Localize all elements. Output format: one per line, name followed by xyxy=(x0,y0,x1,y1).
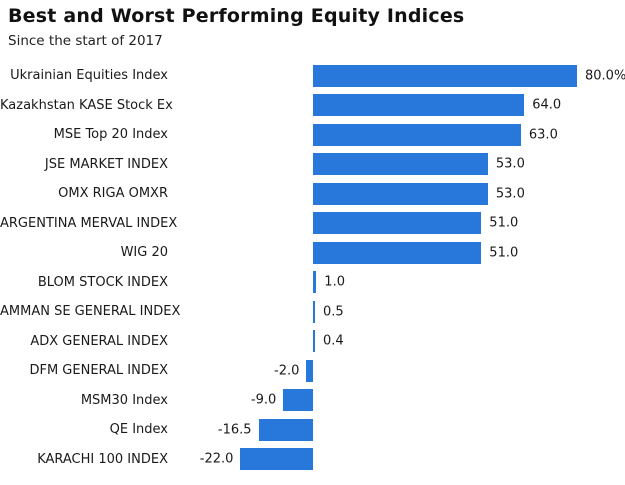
category-label: QE Index xyxy=(109,422,168,438)
category-label: KARACHI 100 INDEX xyxy=(37,451,168,467)
bar xyxy=(240,448,313,471)
plot-cell: 53.0 xyxy=(176,179,625,209)
category-label: BLOM STOCK INDEX xyxy=(37,274,168,290)
value-label: 51.0 xyxy=(489,245,519,261)
chart-row: MSM30 Index -9.0 xyxy=(0,386,625,416)
value-label: 0.4 xyxy=(323,333,344,349)
category-label: ARGENTINA MERVAL INDEX xyxy=(0,215,178,231)
chart-row: AMMAN SE GENERAL INDEX 0.5 xyxy=(0,297,625,327)
value-label: 63.0 xyxy=(528,127,558,143)
value-label: -22.0 xyxy=(199,451,234,467)
bar xyxy=(313,64,577,87)
value-label: 80.0% xyxy=(585,68,625,84)
chart-row: BLOM STOCK INDEX 1.0 xyxy=(0,268,625,298)
chart-row: Ukrainian Equities Index 80.0% xyxy=(0,61,625,91)
bar xyxy=(313,300,315,323)
plot-cell: 64.0 xyxy=(176,91,625,121)
chart-title: Best and Worst Performing Equity Indices xyxy=(8,5,465,27)
value-label: 64.0 xyxy=(532,97,562,113)
category-label: OMX RIGA OMXR xyxy=(58,186,168,202)
plot-cell: -22.0 xyxy=(176,445,625,475)
category-label: AMMAN SE GENERAL INDEX xyxy=(0,304,181,320)
bar xyxy=(306,359,313,382)
category-label: MSE Top 20 Index xyxy=(53,127,168,143)
plot-cell: -2.0 xyxy=(176,356,625,386)
plot-cell: 51.0 xyxy=(176,209,625,239)
bar xyxy=(313,330,315,353)
chart-subtitle: Since the start of 2017 xyxy=(8,32,163,49)
plot-cell: 1.0 xyxy=(176,268,625,298)
chart-row: ADX GENERAL INDEX 0.4 xyxy=(0,327,625,357)
category-label: WIG 20 xyxy=(120,245,168,261)
value-label: 53.0 xyxy=(495,156,525,172)
bar xyxy=(313,153,488,176)
plot-cell: 51.0 xyxy=(176,238,625,268)
chart-row: OMX RIGA OMXR 53.0 xyxy=(0,179,625,209)
category-label: Ukrainian Equities Index xyxy=(10,68,168,84)
bar xyxy=(313,123,521,146)
category-label: Kazakhstan KASE Stock Ex xyxy=(0,97,173,113)
chart-row: MSE Top 20 Index 63.0 xyxy=(0,120,625,150)
bar xyxy=(313,271,317,294)
category-label: MSM30 Index xyxy=(80,392,168,408)
plot-cell: 0.4 xyxy=(176,327,625,357)
chart-row: KARACHI 100 INDEX -22.0 xyxy=(0,445,625,475)
plot-cell: 80.0% xyxy=(176,61,625,91)
value-label: 53.0 xyxy=(495,186,525,202)
value-label: -2.0 xyxy=(274,363,300,379)
plot-cell: -9.0 xyxy=(176,386,625,416)
bar-chart: Ukrainian Equities Index 80.0% Kazakhsta… xyxy=(0,61,625,474)
category-label: ADX GENERAL INDEX xyxy=(30,333,168,349)
plot-cell: -16.5 xyxy=(176,415,625,445)
plot-cell: 0.5 xyxy=(176,297,625,327)
value-label: 1.0 xyxy=(324,274,345,290)
bar xyxy=(283,389,313,412)
bar xyxy=(258,418,313,441)
category-label: JSE MARKET INDEX xyxy=(44,156,168,172)
chart-row: WIG 20 51.0 xyxy=(0,238,625,268)
plot-cell: 53.0 xyxy=(176,150,625,180)
plot-cell: 63.0 xyxy=(176,120,625,150)
chart-row: DFM GENERAL INDEX -2.0 xyxy=(0,356,625,386)
bar xyxy=(313,241,482,264)
value-label: 51.0 xyxy=(489,215,519,231)
chart-row: JSE MARKET INDEX 53.0 xyxy=(0,150,625,180)
value-label: 0.5 xyxy=(323,304,344,320)
chart-row: QE Index -16.5 xyxy=(0,415,625,445)
bar xyxy=(313,94,525,117)
value-label: -9.0 xyxy=(250,392,277,408)
category-label: DFM GENERAL INDEX xyxy=(29,363,168,379)
chart-row: ARGENTINA MERVAL INDEX 51.0 xyxy=(0,209,625,239)
value-label: -16.5 xyxy=(217,422,252,438)
bar xyxy=(313,182,488,205)
chart-row: Kazakhstan KASE Stock Ex 64.0 xyxy=(0,91,625,121)
chart-header: Best and Worst Performing Equity Indices… xyxy=(0,0,625,49)
bar xyxy=(313,212,482,235)
